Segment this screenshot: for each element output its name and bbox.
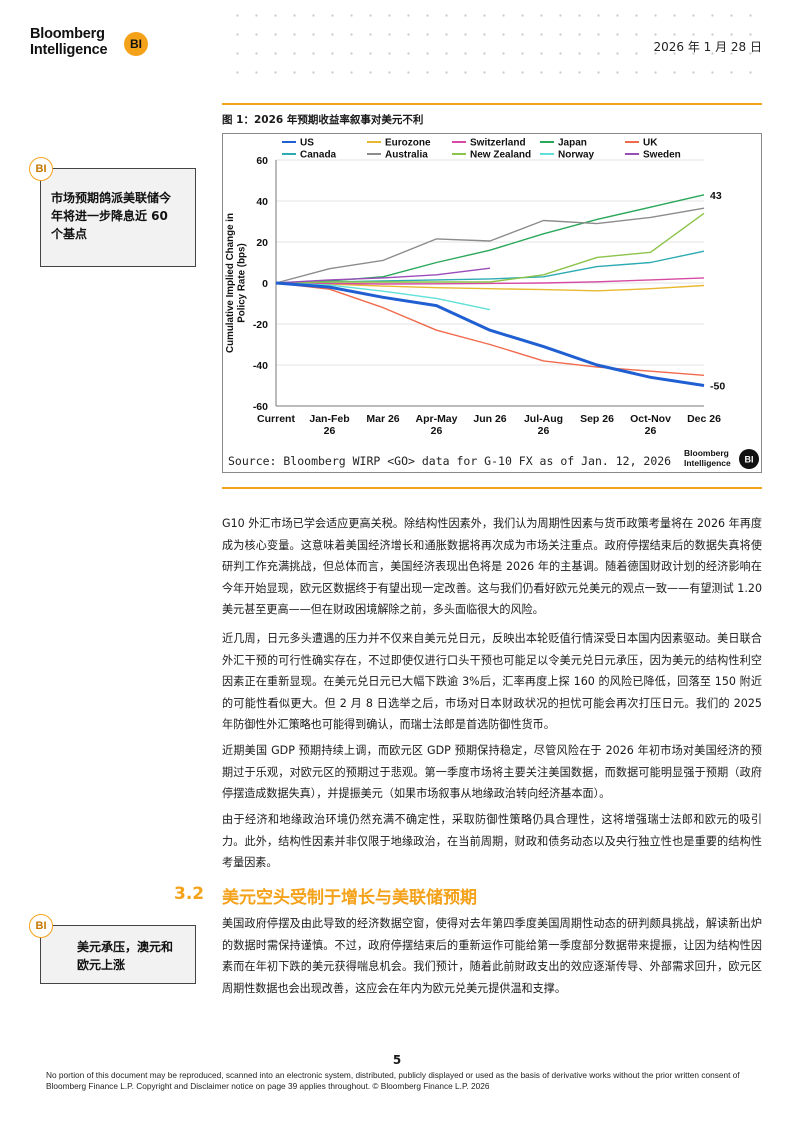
line-chart: US Eurozone Switzerland Japan UK Canada Austra… (222, 133, 762, 473)
section-title: 美元空头受制于增长与美联储预期 (222, 888, 477, 908)
y-tick-label: 40 (256, 196, 268, 208)
legend-label: US (300, 138, 314, 149)
legend-label: Canada (300, 150, 337, 161)
body-paragraph-5: 美国政府停摆及由此导致的经济数据空窗，使得对去年第四季度美国周期性动态的研判颇具… (222, 917, 762, 995)
legend-label: Switzerland (470, 138, 526, 149)
figure-bottom-rule (222, 487, 762, 489)
chart-bi-badge-icon (739, 449, 759, 469)
page-number: 5 (392, 1053, 402, 1067)
y-tick-label: -40 (253, 360, 268, 372)
report-date: 2026 年 1 月 28 日 (653, 40, 762, 54)
x-tick-label: Sep 26 (580, 413, 614, 425)
x-tick-label: Dec 26 (687, 413, 721, 425)
y-tick-label: 60 (256, 155, 268, 167)
bloomberg-intelligence-logo: Bloomberg Intelligence (30, 26, 108, 58)
sidebar-note-line: 美元承压，澳元和 (77, 940, 174, 954)
y-tick-label: -60 (253, 401, 268, 413)
x-tick-label: Oct-Nov (630, 413, 671, 425)
figure-chart: US Eurozone Switzerland Japan UK Canada Austra… (222, 133, 762, 473)
chart-source: Source: Bloomberg WIRP <GO> data for G-1… (228, 454, 671, 468)
chart-brand-line-2: Intelligence (684, 458, 731, 468)
sidebar-note-1: BI 市场预期鸽派美联储今 年将进一步降息近 60 个基点 (29, 157, 196, 267)
chart-legend: US Eurozone Switzerland Japan UK Canada Austra… (282, 138, 681, 161)
x-tick-label: Apr-May (415, 413, 457, 425)
footer-disclaimer: No portion of this document may be repro… (46, 1070, 740, 1091)
chart-bi-badge-text: BI (745, 455, 754, 465)
sidebar-note-line: 年将进一步降息近 60 (51, 209, 168, 223)
chart-frame (222, 133, 762, 473)
data-label: 43 (710, 190, 722, 202)
logo-line-2: Intelligence (30, 42, 108, 58)
series-line-us (275, 281, 705, 387)
body-paragraph-2: 近几周，日元多头遭遇的压力并不仅来自美元兑日元，反映出本轮贬值行情深受日本国内因… (222, 632, 762, 731)
figure-title: 图 1：2026 年预期收益率叙事对美元不利 (222, 114, 424, 126)
x-tick-label: Jul-Aug (524, 413, 563, 425)
x-tick-label: Jun 26 (473, 413, 506, 425)
header-dot-pattern (228, 6, 768, 84)
bi-tag-icon: BI (29, 914, 53, 938)
series-line-sweden (275, 267, 491, 284)
legend-label: Sweden (643, 150, 681, 161)
legend-label: New Zealand (470, 150, 531, 161)
series-line-uk (275, 282, 705, 376)
x-tick-label: 26 (431, 425, 443, 437)
series-line-switzerland (275, 277, 705, 285)
legend-label: UK (643, 138, 658, 149)
logo-line-1: Bloomberg (30, 26, 105, 42)
x-tick-label: Mar 26 (366, 413, 399, 425)
y-tick-label: 20 (256, 237, 268, 249)
legend-label: Japan (558, 138, 587, 149)
y-axis-label: Cumulative Implied Change inPolicy Rate … (225, 213, 247, 353)
figure-top-rule (222, 103, 762, 105)
series-line-eurozone (275, 282, 705, 292)
sidebar-note-line: 市场预期鸽派美联储今 (51, 191, 172, 205)
sidebar-note-line: 欧元上涨 (77, 958, 126, 972)
chart-series (275, 194, 705, 387)
data-label: -50 (710, 381, 725, 393)
body-paragraph-3: 近期美国 GDP 预期持续上调，而欧元区 GDP 预期保持稳定，尽管风险在于 2… (222, 744, 762, 800)
bi-badge-icon: BI (124, 32, 148, 56)
series-line-australia (275, 207, 705, 284)
y-tick-label: 0 (262, 278, 268, 290)
legend-label: Eurozone (385, 138, 431, 149)
sidebar-note-line: 个基点 (51, 227, 88, 241)
x-tick-label: Jan-Feb (309, 413, 349, 425)
sidebar-note-2: BI 美元承压，澳元和 欧元上涨 (29, 914, 196, 984)
x-tick-label: 26 (538, 425, 550, 437)
x-tick-label: 26 (645, 425, 657, 437)
bi-tag-icon: BI (29, 157, 53, 181)
body-paragraph-4: 由于经济和地缘政治环境仍然充满不确定性，采取防御性策略仍具合理性，这将增强瑞士法… (222, 813, 762, 869)
section-number: 3.2 (174, 884, 205, 904)
body-paragraph-1: G10 外汇市场已学会适应更高关税。除结构性因素外，我们认为周期性因素与货币政策… (222, 517, 762, 616)
legend-label: Norway (558, 150, 595, 161)
x-tick-label: 26 (324, 425, 336, 437)
legend-label: Australia (385, 150, 428, 161)
series-line-new-zealand (275, 212, 705, 284)
y-tick-label: -20 (253, 319, 268, 331)
x-tick-label: Current (257, 413, 295, 425)
chart-brand-line-1: Bloomberg (684, 448, 729, 458)
